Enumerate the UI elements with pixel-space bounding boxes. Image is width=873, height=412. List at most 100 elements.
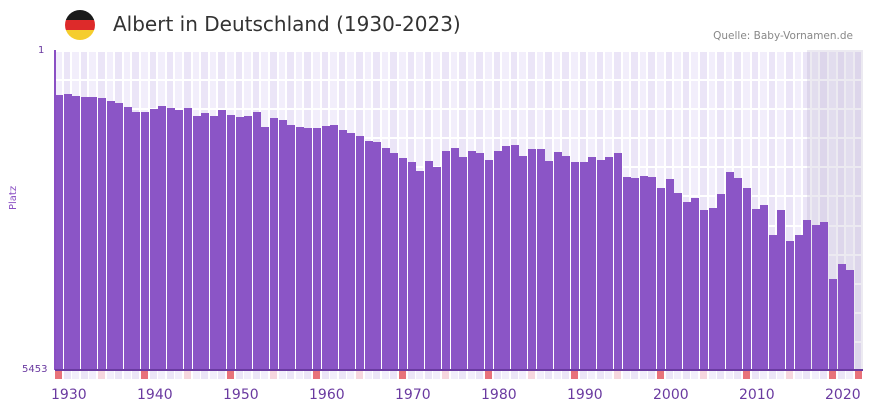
x-tick-label: 1960 [309, 387, 345, 403]
x-tick-label: 1950 [223, 387, 259, 403]
bar-1971 [407, 162, 416, 370]
bar-1999 [648, 177, 657, 370]
bar-2002 [674, 193, 683, 370]
x-tick-label: 2020 [825, 387, 861, 403]
source-label: Quelle: Baby-Vornamen.de [713, 30, 853, 42]
bar-2004 [691, 198, 700, 370]
bar-1974 [433, 167, 442, 370]
bar-1997 [631, 178, 640, 370]
bar-2010 [743, 188, 751, 370]
bar-2013 [768, 235, 777, 370]
germany-flag-icon [65, 10, 95, 40]
bar-1937 [115, 103, 124, 370]
bar-2022 [846, 270, 855, 370]
bar-1977 [459, 157, 468, 370]
bar-1942 [158, 106, 167, 370]
bar-1991 [579, 162, 588, 370]
bar-2003 [682, 202, 691, 370]
bar-1949 [218, 110, 227, 370]
bar-1988 [553, 152, 562, 370]
bar-1972 [416, 171, 425, 370]
x-tick-label: 1930 [51, 387, 87, 403]
bar-1956 [278, 120, 287, 370]
bar-1960 [313, 128, 321, 370]
bar-1958 [295, 127, 304, 370]
bar-1938 [123, 107, 132, 370]
bar-1935 [98, 98, 106, 370]
x-tick-label: 1940 [137, 387, 173, 403]
bar-2005 [700, 210, 708, 370]
bar-1966 [364, 141, 373, 370]
bar-2001 [665, 179, 674, 370]
bar-1973 [424, 161, 433, 370]
plot-area [54, 50, 863, 371]
y-axis-top-label: 1 [38, 45, 45, 56]
bar-2011 [751, 209, 760, 370]
bar-1981 [493, 151, 502, 370]
x-tick-label: 1970 [395, 387, 431, 403]
bar-1979 [476, 153, 485, 370]
x-tick-label: 1980 [481, 387, 517, 403]
bar-1965 [356, 136, 364, 370]
bar-1945 [184, 108, 192, 370]
bar-1984 [519, 156, 528, 370]
bar-1948 [209, 116, 218, 370]
bar-1980 [485, 160, 493, 370]
bar-2006 [708, 208, 717, 370]
bar-1992 [588, 157, 597, 370]
bar-1933 [80, 97, 89, 370]
bar-1998 [639, 176, 648, 370]
bar-1969 [390, 153, 399, 370]
bar-2020 [829, 279, 837, 370]
bar-1995 [614, 153, 622, 370]
year-marker-strip [55, 371, 863, 379]
bar-1939 [132, 112, 141, 370]
bar-1952 [244, 116, 253, 370]
x-axis-line [55, 369, 863, 371]
bar-2000 [657, 188, 665, 370]
bar-1975 [442, 151, 450, 370]
bar-1959 [304, 128, 313, 370]
bar-2009 [734, 178, 743, 370]
bar-1963 [338, 130, 347, 370]
bar-1951 [235, 117, 244, 370]
bar-1986 [536, 149, 545, 370]
x-tick-label: 2010 [739, 387, 775, 403]
bar-2008 [725, 172, 734, 370]
bar-1967 [373, 142, 382, 370]
bar-1964 [347, 133, 356, 370]
bar-1982 [502, 146, 511, 370]
x-tick-label: 1990 [567, 387, 603, 403]
bar-1954 [261, 127, 270, 370]
bar-1931 [63, 94, 72, 370]
bar-1941 [149, 109, 158, 370]
bar-1943 [166, 108, 175, 370]
bar-1940 [141, 112, 149, 370]
bar-1950 [227, 115, 235, 370]
bar-2014 [777, 210, 786, 370]
bar-2015 [786, 241, 794, 370]
bar-2019 [820, 222, 829, 370]
bar-1968 [381, 148, 390, 370]
bar-1987 [545, 161, 554, 370]
bar-1985 [528, 149, 536, 370]
bar-1957 [287, 125, 296, 370]
bar-1944 [175, 110, 184, 370]
bar-1978 [467, 151, 476, 370]
bar-1936 [106, 101, 115, 370]
bar-1953 [252, 112, 261, 370]
x-tick-label: 2000 [653, 387, 689, 403]
bar-1994 [605, 157, 614, 370]
bar-2018 [811, 225, 820, 370]
chart-title: Albert in Deutschland (1930-2023) [113, 12, 461, 36]
bar-2016 [794, 235, 803, 370]
bar-2012 [760, 205, 769, 370]
bar-1934 [89, 97, 98, 370]
bar-1983 [510, 145, 519, 370]
bar-1996 [622, 177, 631, 370]
bar-1962 [330, 125, 339, 370]
bar-1947 [201, 113, 210, 370]
bar-1976 [450, 148, 459, 370]
bar-1989 [562, 156, 571, 370]
bar-2017 [803, 220, 812, 370]
